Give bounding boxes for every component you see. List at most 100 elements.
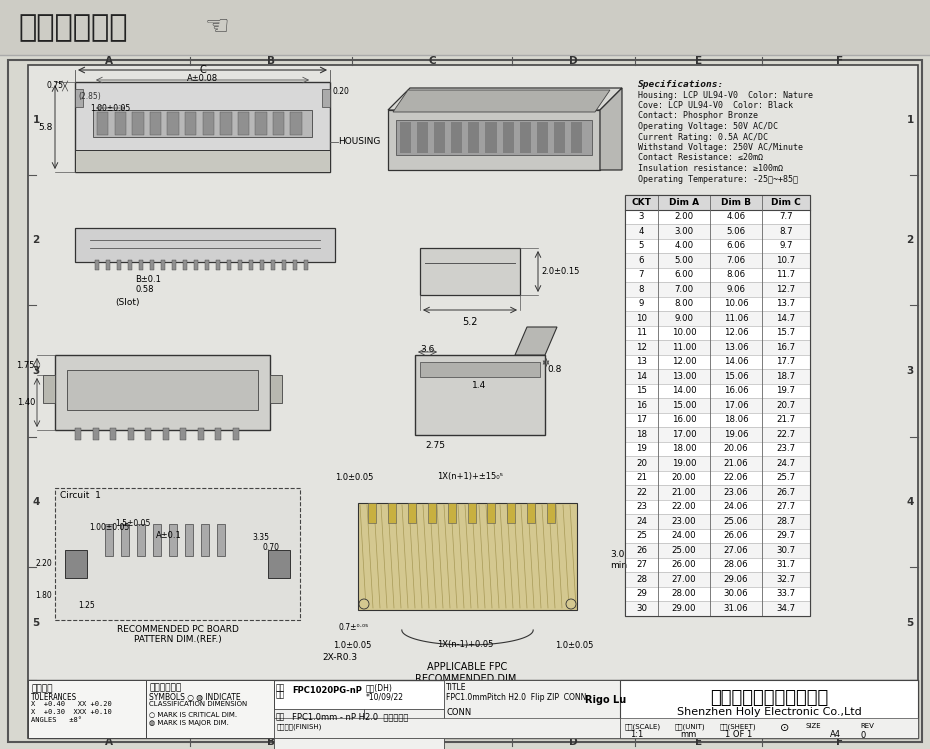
Bar bbox=[527, 503, 535, 523]
Text: 0.58: 0.58 bbox=[135, 285, 153, 294]
Bar bbox=[625, 529, 810, 543]
Text: Contact Resistance: ≤20mΩ: Contact Resistance: ≤20mΩ bbox=[638, 154, 763, 163]
Text: (Slot): (Slot) bbox=[115, 297, 140, 306]
Polygon shape bbox=[388, 88, 622, 110]
Bar bbox=[368, 503, 376, 523]
Text: 6: 6 bbox=[639, 255, 644, 264]
Bar bbox=[145, 428, 151, 440]
Text: Dim A: Dim A bbox=[669, 198, 699, 207]
Text: 23.06: 23.06 bbox=[724, 488, 749, 497]
Text: 13.7: 13.7 bbox=[777, 300, 795, 309]
Bar bbox=[163, 428, 168, 440]
Text: 31.06: 31.06 bbox=[724, 604, 749, 613]
Text: 15.00: 15.00 bbox=[671, 401, 697, 410]
Bar bbox=[220, 112, 232, 135]
Bar bbox=[625, 470, 810, 485]
Bar bbox=[201, 524, 209, 556]
Text: 图号: 图号 bbox=[276, 690, 286, 699]
Bar bbox=[93, 110, 312, 137]
Text: 29: 29 bbox=[636, 589, 647, 598]
Text: 13.06: 13.06 bbox=[724, 343, 749, 352]
Bar bbox=[161, 260, 165, 270]
Text: 23.7: 23.7 bbox=[777, 444, 795, 453]
Polygon shape bbox=[515, 327, 557, 355]
Text: Shenzhen Holy Electronic Co.,Ltd: Shenzhen Holy Electronic Co.,Ltd bbox=[677, 707, 861, 717]
Bar bbox=[249, 260, 253, 270]
Bar bbox=[105, 524, 113, 556]
Text: (2.85): (2.85) bbox=[78, 91, 100, 100]
Text: 一般公差: 一般公差 bbox=[31, 684, 52, 693]
Text: 8: 8 bbox=[639, 285, 644, 294]
Text: Rigo Lu: Rigo Lu bbox=[585, 695, 626, 705]
Text: 22.00: 22.00 bbox=[671, 503, 697, 512]
Bar bbox=[502, 122, 513, 153]
Bar bbox=[217, 524, 225, 556]
Text: 8.00: 8.00 bbox=[674, 300, 694, 309]
Text: 23: 23 bbox=[636, 503, 647, 512]
Bar bbox=[625, 354, 810, 369]
Text: 1.40: 1.40 bbox=[17, 398, 35, 407]
Text: B: B bbox=[267, 737, 275, 747]
Text: 7: 7 bbox=[639, 270, 644, 279]
Bar bbox=[203, 112, 214, 135]
Text: Circuit  1: Circuit 1 bbox=[60, 491, 100, 500]
Text: A: A bbox=[105, 56, 113, 66]
Text: C: C bbox=[428, 737, 436, 747]
Text: 14: 14 bbox=[636, 372, 647, 380]
Text: 1X(n-1)+0.05: 1X(n-1)+0.05 bbox=[437, 640, 494, 649]
Bar bbox=[400, 122, 411, 153]
Text: 8.06: 8.06 bbox=[726, 270, 746, 279]
Text: FPC1.0mm - nP H2.0  翻盖式下接: FPC1.0mm - nP H2.0 翻盖式下接 bbox=[292, 712, 408, 721]
Bar bbox=[128, 260, 132, 270]
Bar bbox=[485, 122, 497, 153]
Text: 17.00: 17.00 bbox=[671, 430, 697, 439]
Bar bbox=[272, 112, 285, 135]
Text: 制图(DH): 制图(DH) bbox=[366, 683, 392, 692]
Bar bbox=[290, 112, 302, 135]
Text: 20: 20 bbox=[636, 458, 647, 467]
Text: FPC1020PG-nP: FPC1020PG-nP bbox=[292, 686, 362, 695]
Text: 9.00: 9.00 bbox=[674, 314, 694, 323]
Text: 1.00±0.05: 1.00±0.05 bbox=[89, 523, 129, 532]
Text: ○ MARK IS CRITICAL DIM.: ○ MARK IS CRITICAL DIM. bbox=[149, 711, 237, 717]
Bar bbox=[468, 503, 475, 523]
Text: 13.00: 13.00 bbox=[671, 372, 697, 380]
Text: 7.00: 7.00 bbox=[674, 285, 694, 294]
Bar bbox=[625, 340, 810, 354]
Bar bbox=[274, 718, 620, 738]
Text: Current Rating: 0.5A AC/DC: Current Rating: 0.5A AC/DC bbox=[638, 133, 768, 142]
Text: 27: 27 bbox=[636, 560, 647, 569]
Text: B±0.1: B±0.1 bbox=[135, 276, 161, 285]
Text: 25.7: 25.7 bbox=[777, 473, 795, 482]
Bar bbox=[75, 228, 335, 262]
Text: 2.00: 2.00 bbox=[674, 212, 694, 221]
Text: 34.7: 34.7 bbox=[777, 604, 795, 613]
Text: 15: 15 bbox=[636, 386, 647, 395]
Bar bbox=[270, 375, 282, 403]
Text: 18: 18 bbox=[636, 430, 647, 439]
Bar bbox=[625, 282, 810, 297]
Text: 28.7: 28.7 bbox=[777, 517, 795, 526]
Text: REV: REV bbox=[860, 723, 874, 729]
Text: 3.0
min: 3.0 min bbox=[610, 551, 627, 570]
Text: 25: 25 bbox=[636, 531, 647, 540]
Text: 2X-R0.3: 2X-R0.3 bbox=[322, 652, 357, 661]
Bar bbox=[415, 355, 545, 435]
Text: FPC1.0mmPitch H2.0  Flip ZIP  CONN: FPC1.0mmPitch H2.0 Flip ZIP CONN bbox=[446, 693, 587, 702]
Bar bbox=[625, 586, 810, 601]
Text: CLASSIFICATION DIMENSION: CLASSIFICATION DIMENSION bbox=[149, 701, 247, 707]
Bar bbox=[172, 260, 176, 270]
Text: 21.06: 21.06 bbox=[724, 458, 749, 467]
Bar bbox=[625, 383, 810, 398]
Polygon shape bbox=[600, 88, 622, 170]
Text: 16.7: 16.7 bbox=[777, 343, 795, 352]
Text: 6.06: 6.06 bbox=[726, 241, 746, 250]
Bar bbox=[417, 122, 428, 153]
Text: 12: 12 bbox=[636, 343, 647, 352]
Bar bbox=[625, 267, 810, 282]
Text: 9.06: 9.06 bbox=[726, 285, 746, 294]
Bar bbox=[255, 112, 267, 135]
Text: F: F bbox=[836, 56, 844, 66]
Text: 1: 1 bbox=[907, 115, 913, 125]
Bar bbox=[106, 260, 110, 270]
